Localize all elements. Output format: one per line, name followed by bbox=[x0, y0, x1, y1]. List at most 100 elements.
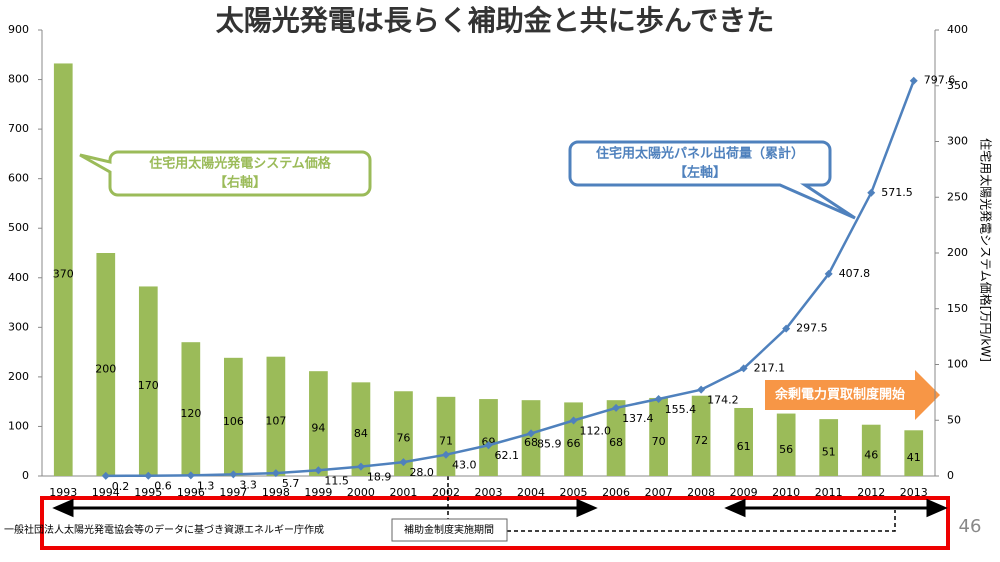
y-tick-label: 0 bbox=[22, 469, 29, 482]
fit-arrow bbox=[765, 370, 940, 420]
bar bbox=[776, 413, 796, 476]
x-tick-label: 1993 bbox=[49, 486, 77, 499]
y2-tick-label: 250 bbox=[947, 190, 968, 203]
line-marker bbox=[229, 470, 238, 479]
dashed-connectors bbox=[447, 476, 896, 532]
line-value-label: 5.7 bbox=[282, 477, 300, 490]
line-marker bbox=[569, 416, 578, 425]
line-value-label: 0.6 bbox=[154, 480, 172, 493]
y2-tick-label: 400 bbox=[947, 23, 968, 36]
y-tick-label: 900 bbox=[8, 23, 29, 36]
y2-tick-label: 100 bbox=[947, 358, 968, 371]
y-tick-label: 100 bbox=[8, 419, 29, 432]
line-marker bbox=[484, 441, 493, 450]
x-tick-label: 1997 bbox=[219, 486, 247, 499]
x-tick-label: 1994 bbox=[92, 486, 120, 499]
bar bbox=[606, 400, 626, 476]
line-marker bbox=[101, 471, 110, 480]
y2-tick-label: 200 bbox=[947, 246, 968, 259]
bar-value-label: 107 bbox=[265, 414, 286, 427]
line-value-label: 3.3 bbox=[239, 478, 257, 491]
bar-value-label: 66 bbox=[567, 437, 581, 450]
fit-arrow-label: 余剰電力買取制度開始 bbox=[774, 387, 905, 403]
line-value-label: 28.0 bbox=[409, 466, 434, 479]
bar bbox=[96, 253, 116, 476]
bar bbox=[351, 382, 371, 476]
line-marker bbox=[612, 403, 621, 412]
x-tick-label: 2013 bbox=[900, 486, 928, 499]
bar-value-label: 94 bbox=[311, 422, 325, 435]
line-value-label: 62.1 bbox=[495, 449, 520, 462]
line-marker bbox=[186, 471, 195, 480]
subsidy-box bbox=[391, 518, 508, 542]
y2-tick-label: 300 bbox=[947, 135, 968, 148]
bar-value-label: 170 bbox=[138, 379, 159, 392]
line-marker bbox=[739, 364, 748, 373]
line-marker bbox=[654, 394, 663, 403]
line-value-label: 174.2 bbox=[707, 394, 739, 407]
shipment-callout-box bbox=[568, 140, 856, 220]
bar-value-label: 200 bbox=[95, 363, 116, 376]
y-tick-label: 400 bbox=[8, 271, 29, 284]
line-value-label: 18.9 bbox=[367, 471, 392, 484]
bar bbox=[734, 407, 753, 476]
chart-title: 太陽光発電は長らく補助金と共に歩んできた bbox=[216, 4, 775, 37]
y2-axis-label: 住宅用太陽光発電システム価格[万円/kW] bbox=[979, 138, 994, 362]
bar bbox=[521, 400, 541, 476]
line-value-label: 137.4 bbox=[622, 412, 654, 425]
x-tick-label: 2006 bbox=[602, 486, 630, 499]
bar-value-label: 72 bbox=[694, 434, 708, 447]
x-tick-label: 1998 bbox=[262, 486, 290, 499]
x-tick-label: 2008 bbox=[687, 486, 715, 499]
x-tick-label: 2007 bbox=[645, 486, 673, 499]
shipment-callout: 【左軸】 bbox=[674, 165, 726, 181]
bar bbox=[266, 356, 286, 476]
line-marker bbox=[399, 458, 408, 467]
x-tick-label: 2011 bbox=[815, 486, 843, 499]
y-tick-label: 200 bbox=[8, 370, 29, 383]
line-marker bbox=[867, 188, 876, 197]
line-marker bbox=[782, 324, 791, 333]
bar-value-label: 68 bbox=[609, 436, 623, 449]
line-marker bbox=[824, 269, 833, 278]
bar-value-label: 70 bbox=[652, 435, 666, 448]
y-tick-label: 600 bbox=[8, 172, 29, 185]
subsidy-label: 補助金制度実施期間 bbox=[404, 523, 494, 536]
line-value-label: 155.4 bbox=[665, 403, 697, 416]
bar bbox=[138, 286, 158, 476]
bar-value-label: 61 bbox=[737, 440, 751, 453]
y-tick-label: 800 bbox=[8, 73, 29, 86]
line-value-label: 43.0 bbox=[452, 459, 477, 472]
bar bbox=[649, 397, 668, 476]
highlight-box bbox=[40, 496, 950, 550]
source-note: 一般社団法人太陽光発電協会等のデータに基づき資源エネルギー庁作成 bbox=[4, 523, 324, 536]
line-marker bbox=[441, 450, 450, 459]
x-tick-label: 1999 bbox=[304, 486, 332, 499]
line-value-label: 1.3 bbox=[197, 479, 215, 492]
bar-value-label: 56 bbox=[779, 443, 793, 456]
x-tick-label: 2005 bbox=[560, 486, 588, 499]
bar bbox=[819, 419, 839, 476]
x-tick-label: 2003 bbox=[475, 486, 503, 499]
line-marker bbox=[356, 462, 365, 471]
bar-value-label: 46 bbox=[864, 448, 878, 461]
line-value-label: 112.0 bbox=[580, 424, 612, 437]
line-value-label: 797.6 bbox=[924, 74, 956, 87]
line-marker bbox=[697, 385, 706, 394]
subsidy-arrows bbox=[52, 498, 948, 518]
x-tick-label: 1995 bbox=[134, 486, 162, 499]
bar-value-label: 76 bbox=[396, 432, 410, 445]
shipment-callout: 住宅用太陽光パネル出荷量（累計） bbox=[596, 146, 804, 162]
page-number: 46 bbox=[959, 516, 982, 537]
price-callout: 【右軸】 bbox=[214, 175, 266, 191]
line-marker bbox=[527, 429, 536, 438]
line-value-label: 297.5 bbox=[796, 322, 828, 335]
bar-value-label: 84 bbox=[354, 427, 368, 440]
x-tick-label: 2012 bbox=[857, 486, 885, 499]
bar bbox=[394, 391, 413, 476]
y2-tick-label: 150 bbox=[947, 302, 968, 315]
line-marker bbox=[909, 76, 918, 85]
x-tick-label: 2001 bbox=[389, 486, 417, 499]
y2-tick-label: 50 bbox=[947, 413, 961, 426]
